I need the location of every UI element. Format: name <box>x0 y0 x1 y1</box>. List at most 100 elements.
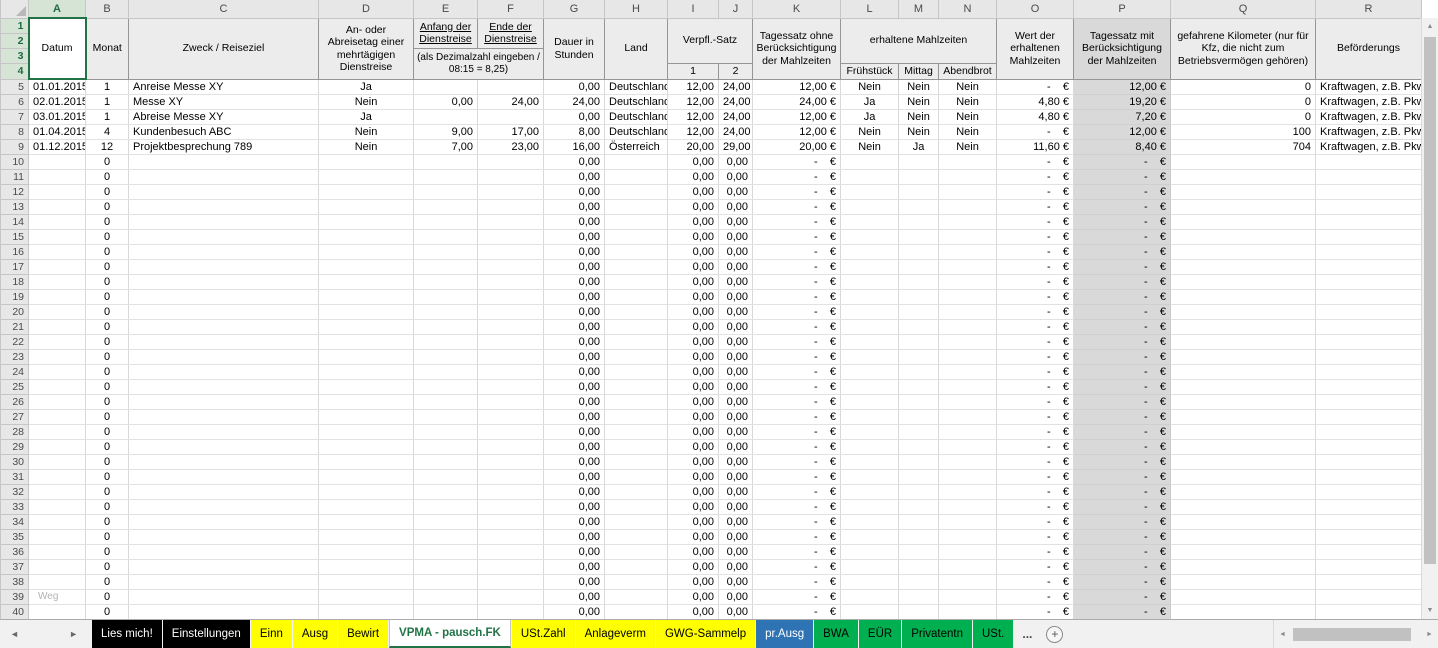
cell-q19[interactable] <box>1170 289 1316 305</box>
cell-o25[interactable]: - € <box>996 379 1074 395</box>
header-verpfl-2[interactable]: 2 <box>718 62 753 80</box>
cell-q21[interactable] <box>1170 319 1316 335</box>
cell-c32[interactable] <box>128 484 319 500</box>
row-number[interactable]: 39 <box>0 589 29 605</box>
cell-e5[interactable] <box>413 79 478 95</box>
header-land[interactable]: Land <box>604 17 668 80</box>
cell-f29[interactable] <box>477 439 544 455</box>
cell-m33[interactable] <box>898 499 939 515</box>
cell-a27[interactable] <box>28 409 86 425</box>
cell-r18[interactable] <box>1315 274 1422 290</box>
cell-m32[interactable] <box>898 484 939 500</box>
cell-m13[interactable] <box>898 199 939 215</box>
cell-k26[interactable]: - € <box>752 394 841 410</box>
hscroll-thumb[interactable] <box>1293 627 1411 641</box>
cell-b6[interactable]: 1 <box>85 94 129 110</box>
cell-i20[interactable]: 0,00 <box>667 304 719 320</box>
cell-n27[interactable] <box>938 409 997 425</box>
sheet-tab-lies-mich[interactable]: Lies mich! <box>92 620 162 648</box>
cell-k23[interactable]: - € <box>752 349 841 365</box>
cell-l17[interactable] <box>840 259 899 275</box>
cell-g26[interactable]: 0,00 <box>543 394 605 410</box>
cell-j8[interactable]: 24,00 <box>718 124 753 140</box>
tab-overflow-ellipsis[interactable]: ... <box>1022 627 1033 641</box>
cell-c13[interactable] <box>128 199 319 215</box>
cell-k19[interactable]: - € <box>752 289 841 305</box>
cell-f24[interactable] <box>477 364 544 380</box>
cell-j16[interactable]: 0,00 <box>718 244 753 260</box>
cell-k31[interactable]: - € <box>752 469 841 485</box>
cell-l10[interactable] <box>840 154 899 170</box>
cell-m6[interactable]: Nein <box>898 94 939 110</box>
cell-e9[interactable]: 7,00 <box>413 139 478 155</box>
cell-i24[interactable]: 0,00 <box>667 364 719 380</box>
cell-k37[interactable]: - € <box>752 559 841 575</box>
cell-p31[interactable]: - € <box>1073 469 1171 485</box>
cell-k18[interactable]: - € <box>752 274 841 290</box>
cell-g33[interactable]: 0,00 <box>543 499 605 515</box>
column-header-m[interactable]: M <box>898 0 939 19</box>
cell-a40[interactable] <box>28 604 86 620</box>
cell-i33[interactable]: 0,00 <box>667 499 719 515</box>
row-number[interactable]: 34 <box>0 514 29 530</box>
cell-e12[interactable] <box>413 184 478 200</box>
cell-o12[interactable]: - € <box>996 184 1074 200</box>
row-number[interactable]: 17 <box>0 259 29 275</box>
cell-f14[interactable] <box>477 214 544 230</box>
cell-j21[interactable]: 0,00 <box>718 319 753 335</box>
cell-p5[interactable]: 12,00 € <box>1073 79 1171 95</box>
cell-g15[interactable]: 0,00 <box>543 229 605 245</box>
cell-a13[interactable] <box>28 199 86 215</box>
cell-a7[interactable]: 03.01.2015 <box>28 109 86 125</box>
header-gefahrene-kilometer[interactable]: gefahrene Kilometer (nur für Kfz, die ni… <box>1170 17 1316 80</box>
cell-i17[interactable]: 0,00 <box>667 259 719 275</box>
cell-g6[interactable]: 24,00 <box>543 94 605 110</box>
header-anfang-dienstreise[interactable]: Anfang der Dienstreise <box>413 17 478 49</box>
cell-b37[interactable]: 0 <box>85 559 129 575</box>
cell-q5[interactable]: 0 <box>1170 79 1316 95</box>
cell-h28[interactable] <box>604 424 668 440</box>
cell-f25[interactable] <box>477 379 544 395</box>
sheet-tab-anlageverm[interactable]: Anlageverm <box>575 620 655 648</box>
cell-p24[interactable]: - € <box>1073 364 1171 380</box>
vscroll-track[interactable] <box>1422 35 1438 602</box>
cell-c5[interactable]: Anreise Messe XY <box>128 79 319 95</box>
cell-l32[interactable] <box>840 484 899 500</box>
cell-a6[interactable]: 02.01.2015 <box>28 94 86 110</box>
cell-h12[interactable] <box>604 184 668 200</box>
new-sheet-button[interactable]: + <box>1046 625 1064 643</box>
cell-m5[interactable]: Nein <box>898 79 939 95</box>
cell-r23[interactable] <box>1315 349 1422 365</box>
row-number[interactable]: 4 <box>0 62 30 80</box>
cell-q17[interactable] <box>1170 259 1316 275</box>
row-number[interactable]: 19 <box>0 289 29 305</box>
cell-r14[interactable] <box>1315 214 1422 230</box>
header-wert-mahlzeiten[interactable]: Wert der erhaltenen Mahlzeiten <box>996 17 1074 80</box>
cell-b27[interactable]: 0 <box>85 409 129 425</box>
cell-e16[interactable] <box>413 244 478 260</box>
cell-c31[interactable] <box>128 469 319 485</box>
cell-i30[interactable]: 0,00 <box>667 454 719 470</box>
cell-j40[interactable]: 0,00 <box>718 604 753 620</box>
cell-g27[interactable]: 0,00 <box>543 409 605 425</box>
cell-g38[interactable]: 0,00 <box>543 574 605 590</box>
cell-m31[interactable] <box>898 469 939 485</box>
cell-e20[interactable] <box>413 304 478 320</box>
cell-g17[interactable]: 0,00 <box>543 259 605 275</box>
cell-l26[interactable] <box>840 394 899 410</box>
cell-f27[interactable] <box>477 409 544 425</box>
cell-p26[interactable]: - € <box>1073 394 1171 410</box>
cell-i21[interactable]: 0,00 <box>667 319 719 335</box>
cell-g19[interactable]: 0,00 <box>543 289 605 305</box>
cell-j7[interactable]: 24,00 <box>718 109 753 125</box>
cell-e24[interactable] <box>413 364 478 380</box>
cell-m11[interactable] <box>898 169 939 185</box>
row-number[interactable]: 29 <box>0 439 29 455</box>
column-header-k[interactable]: K <box>752 0 841 19</box>
cell-g31[interactable]: 0,00 <box>543 469 605 485</box>
sheet-tab-einn[interactable]: Einn <box>250 620 292 648</box>
cell-f20[interactable] <box>477 304 544 320</box>
cell-a19[interactable] <box>28 289 86 305</box>
cell-i36[interactable]: 0,00 <box>667 544 719 560</box>
cell-o21[interactable]: - € <box>996 319 1074 335</box>
